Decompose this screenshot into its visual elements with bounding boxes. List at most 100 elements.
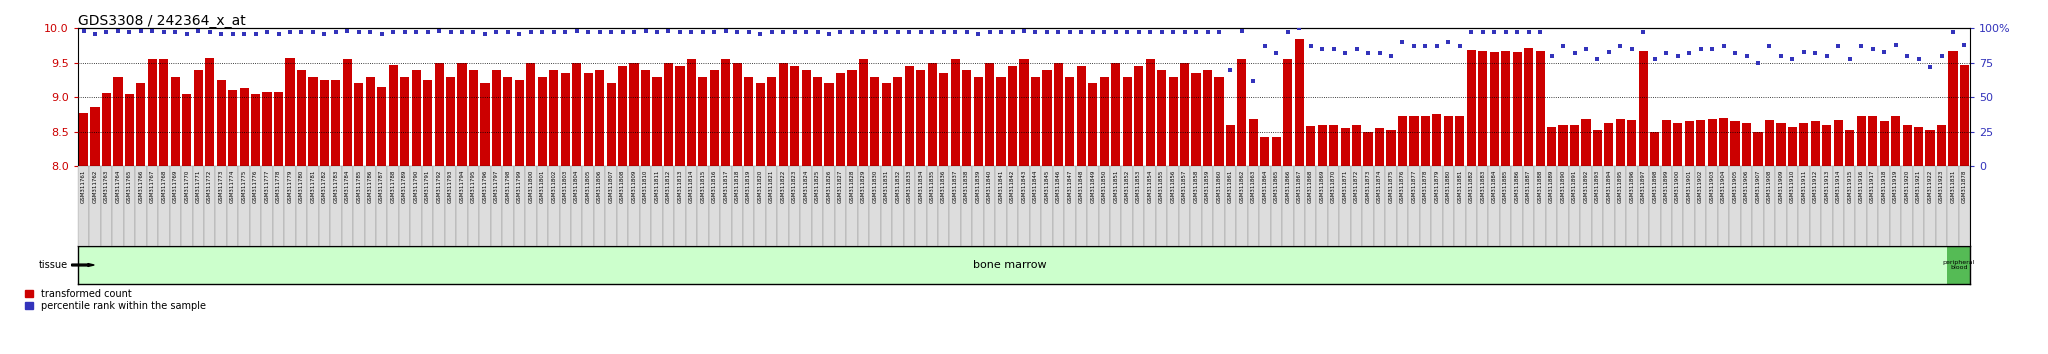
Text: GSM311908: GSM311908 xyxy=(1767,170,1772,204)
Bar xyxy=(1948,246,1970,284)
Text: GSM311869: GSM311869 xyxy=(1319,170,1325,204)
Text: GSM311775: GSM311775 xyxy=(242,170,246,204)
Bar xyxy=(1628,120,1636,166)
Bar xyxy=(1169,76,1178,166)
Text: GSM311812: GSM311812 xyxy=(666,170,672,204)
Point xyxy=(1776,56,1808,62)
Bar xyxy=(1765,120,1774,166)
Bar xyxy=(410,166,422,246)
Point xyxy=(227,31,260,37)
Bar xyxy=(1075,166,1087,246)
Bar xyxy=(1855,166,1868,246)
Bar xyxy=(227,90,238,166)
Point xyxy=(823,30,856,35)
Bar xyxy=(1614,166,1626,246)
Point xyxy=(68,28,100,34)
Bar xyxy=(1671,166,1683,246)
Bar xyxy=(1270,166,1282,246)
Bar xyxy=(1513,52,1522,166)
Bar xyxy=(1053,166,1065,246)
Bar xyxy=(549,166,559,246)
Bar xyxy=(457,166,467,246)
Bar xyxy=(1409,116,1419,166)
Bar xyxy=(1903,125,1911,166)
Bar xyxy=(1352,125,1362,166)
Bar xyxy=(1055,63,1063,166)
Text: GSM311881: GSM311881 xyxy=(1458,170,1462,204)
Text: GSM311848: GSM311848 xyxy=(1079,170,1083,204)
Bar xyxy=(158,166,170,246)
Bar xyxy=(711,70,719,166)
Point xyxy=(1167,30,1200,35)
Bar xyxy=(377,87,387,166)
Bar xyxy=(160,59,168,166)
Bar xyxy=(893,76,903,166)
Text: GSM311820: GSM311820 xyxy=(758,170,762,204)
Bar xyxy=(285,58,295,166)
Point xyxy=(377,30,410,35)
Bar xyxy=(352,166,365,246)
Bar xyxy=(1364,132,1372,166)
Bar xyxy=(238,166,250,246)
Point xyxy=(1479,30,1511,35)
Bar xyxy=(731,166,743,246)
Text: GSM311810: GSM311810 xyxy=(643,170,647,204)
Text: GSM311771: GSM311771 xyxy=(197,170,201,204)
Text: GSM311801: GSM311801 xyxy=(541,170,545,204)
Bar xyxy=(1546,127,1556,166)
Text: GSM311849: GSM311849 xyxy=(1090,170,1096,204)
Bar xyxy=(193,166,205,246)
Point xyxy=(629,28,662,34)
Text: GSM311851: GSM311851 xyxy=(1114,170,1118,204)
Text: GSM311867: GSM311867 xyxy=(1296,170,1303,204)
Text: GSM311863: GSM311863 xyxy=(1251,170,1255,204)
Bar xyxy=(743,76,754,166)
Text: GSM311870: GSM311870 xyxy=(1331,170,1335,204)
Point xyxy=(973,30,1006,35)
Point xyxy=(1307,46,1339,52)
Point xyxy=(721,30,754,35)
Bar xyxy=(813,76,821,166)
Point xyxy=(1651,50,1683,56)
Point xyxy=(1524,30,1556,35)
Point xyxy=(618,30,651,35)
Bar xyxy=(1753,132,1763,166)
Bar xyxy=(1374,128,1384,166)
Bar xyxy=(963,70,971,166)
Bar xyxy=(1409,166,1419,246)
Text: GSM311901: GSM311901 xyxy=(1688,170,1692,204)
Bar xyxy=(801,166,811,246)
Point xyxy=(102,28,135,34)
Text: GSM311834: GSM311834 xyxy=(918,170,924,204)
Bar xyxy=(332,80,340,166)
Point xyxy=(240,31,272,37)
Point xyxy=(1626,30,1659,35)
Text: GSM311835: GSM311835 xyxy=(930,170,934,204)
Bar xyxy=(1536,51,1544,166)
Bar xyxy=(387,166,399,246)
Point xyxy=(1329,50,1362,56)
Bar xyxy=(1649,166,1661,246)
Bar xyxy=(881,166,893,246)
Bar xyxy=(1823,125,1831,166)
Point xyxy=(1087,30,1120,35)
Bar xyxy=(102,93,111,166)
Bar xyxy=(424,80,432,166)
Bar xyxy=(1167,166,1180,246)
Point xyxy=(170,31,203,37)
Bar xyxy=(858,59,868,166)
Point xyxy=(1386,39,1419,45)
Bar xyxy=(1327,166,1339,246)
Bar xyxy=(1020,59,1028,166)
Text: GSM311789: GSM311789 xyxy=(401,170,408,204)
Text: GSM311764: GSM311764 xyxy=(115,170,121,204)
Text: GSM311878: GSM311878 xyxy=(1423,170,1427,204)
Bar xyxy=(1018,166,1030,246)
Point xyxy=(733,30,766,35)
Bar xyxy=(444,166,457,246)
Bar xyxy=(801,70,811,166)
Point xyxy=(446,30,479,35)
Text: GSM311840: GSM311840 xyxy=(987,170,991,204)
Bar xyxy=(307,166,319,246)
Text: GSM311917: GSM311917 xyxy=(1870,170,1876,204)
